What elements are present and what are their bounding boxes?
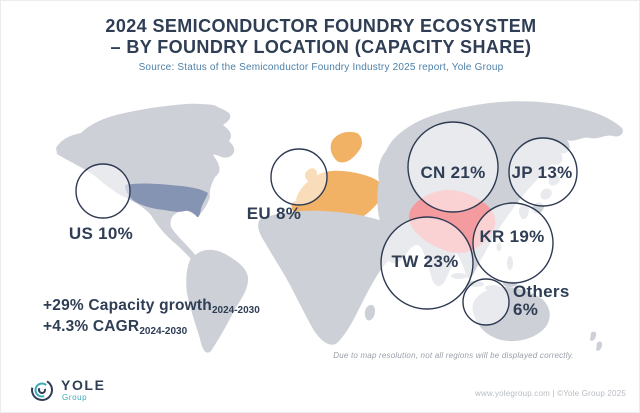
label-others: Others 6%: [513, 283, 570, 319]
capacity-bubbles: [75, 121, 578, 326]
new-zealand-region: [590, 331, 597, 341]
bubble-eu: [270, 148, 328, 206]
new-zealand-region: [596, 341, 603, 351]
label-others-line1: Others: [513, 282, 570, 301]
south-america-region: [186, 249, 249, 353]
cagr-text: +4.3% CAGR: [43, 318, 140, 335]
us-region: [125, 183, 208, 218]
page-title-line2: – BY FOUNDRY LOCATION (CAPACITY SHARE): [110, 37, 532, 57]
capacity-growth-line: +29% Capacity growth2024-2030: [43, 296, 260, 317]
label-eu: EU 8%: [246, 204, 302, 223]
bubble-others: [462, 278, 510, 326]
arctic-island: [167, 108, 179, 114]
yole-logo: YOLE Group: [29, 377, 106, 403]
africa-region: [258, 210, 402, 345]
label-others-line2: 6%: [513, 300, 539, 319]
madagascar-region: [364, 304, 375, 321]
label-cn: CN 21%: [420, 163, 486, 182]
source-credit: Source: Status of the Semiconductor Foun…: [138, 62, 504, 73]
yole-logo-name: YOLE: [61, 377, 106, 393]
bubble-cn: [407, 121, 499, 213]
yole-logo-subtext: Group: [62, 393, 88, 402]
capacity-growth-period: 2024-2030: [211, 305, 260, 316]
capacity-growth-text: +29% Capacity growth: [43, 297, 212, 314]
greenland-region: [185, 104, 223, 135]
cagr-period: 2024-2030: [139, 326, 188, 337]
bubble-tw: [380, 216, 474, 310]
bubble-kr: [472, 202, 554, 284]
label-jp: JP 13%: [511, 163, 573, 182]
page-title-line1: 2024 SEMICONDUCTOR FOUNDRY ECOSYSTEM: [105, 16, 537, 36]
footer-credit: www.yolegroup.com | ©Yole Group 2025: [475, 389, 626, 398]
arctic-island: [152, 114, 166, 122]
growth-annotation: +29% Capacity growth2024-2030 +4.3% CAGR…: [43, 296, 260, 338]
cagr-line: +4.3% CAGR2024-2030: [43, 317, 260, 338]
label-tw: TW 23%: [391, 252, 459, 271]
bubble-us: [75, 163, 131, 219]
europe-region: [330, 131, 363, 163]
map-disclaimer: Due to map resolution, not all regions w…: [333, 351, 574, 360]
bubble-jp: [508, 137, 578, 207]
label-kr: KR 19%: [479, 227, 545, 246]
label-us: US 10%: [68, 224, 134, 243]
header: 2024 SEMICONDUCTOR FOUNDRY ECOSYSTEM – B…: [1, 16, 639, 73]
yole-logo-text: YOLE Group: [61, 378, 106, 402]
yole-logo-icon: [31, 379, 53, 401]
